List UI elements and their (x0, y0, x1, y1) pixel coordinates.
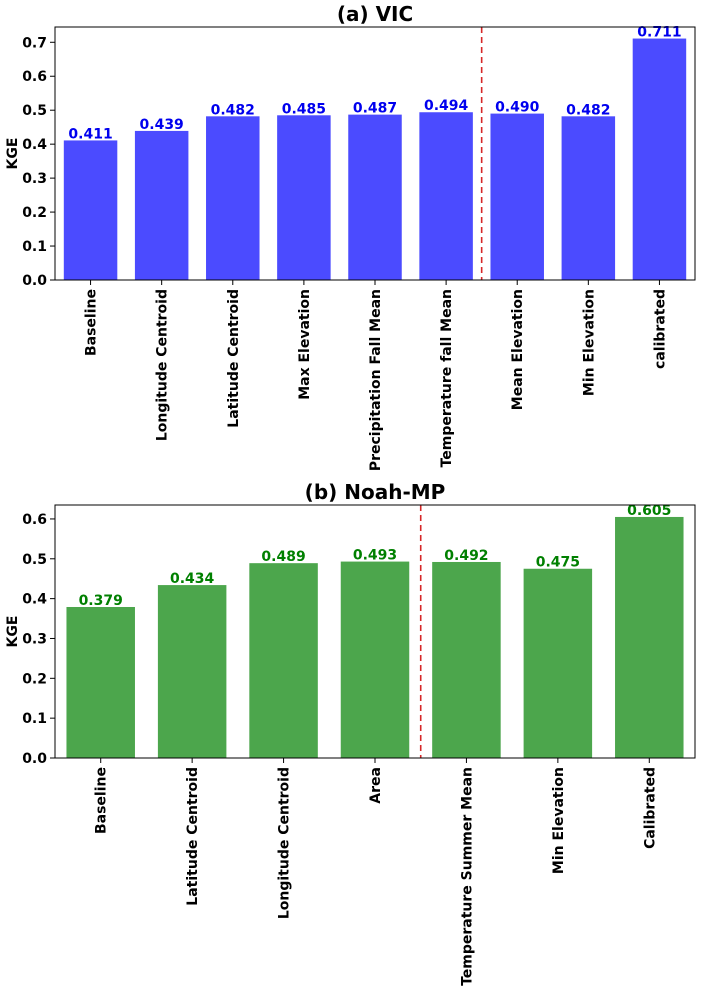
x-tick-label: Temperature fall Mean (439, 289, 455, 467)
x-tick-label: Longitude Centroid (277, 767, 293, 919)
chart-title: (a) VIC (337, 2, 413, 26)
y-tick-label: 0.2 (22, 205, 47, 221)
bar (615, 516, 684, 758)
plot-frame (54, 504, 696, 759)
x-tick-label: Latitude Centroid (226, 289, 242, 428)
y-tick-label: 0.5 (22, 103, 47, 119)
y-axis-label: KGE (5, 138, 21, 170)
y-tick-label: 0.2 (22, 671, 47, 687)
data-label: 0.434 (170, 571, 215, 587)
bar (523, 568, 593, 758)
bar (249, 563, 318, 758)
data-label: 0.411 (68, 126, 112, 142)
y-tick-label: 0.4 (22, 137, 47, 153)
bar (490, 113, 544, 280)
y-axis-label: KGE (5, 616, 21, 648)
data-label: 0.475 (536, 555, 580, 571)
x-tick-label: calibrated (652, 289, 668, 369)
x-tick-label: Area (368, 767, 384, 804)
chart-noah-mp: (b) Noah-MP KGE 0.0 0.1 0.2 0.3 0.4 0.5 0.6 0.379… (5, 480, 696, 986)
x-tick-label: Baseline (94, 767, 110, 834)
bar (632, 38, 687, 280)
bar (561, 116, 616, 281)
x-tick-label: Min Elevation (581, 289, 597, 396)
y-tick-label: 0.3 (22, 171, 47, 187)
data-label: 0.482 (566, 102, 610, 118)
y-tick-label: 0.7 (22, 35, 47, 51)
x-tick-label: Latitude Centroid (185, 767, 201, 906)
data-label: 0.492 (444, 548, 488, 564)
chart-vic: (a) VIC KGE 0.0 0.1 0.2 0.3 0.4 0.5 0.6 0.7 0.411 B… (5, 2, 696, 471)
data-label: 0.439 (140, 117, 184, 133)
x-tick-label: Calibrated (642, 767, 658, 849)
x-tick-label: Temperature Summer Mean (459, 767, 475, 986)
y-tick-label: 0.6 (22, 69, 47, 85)
bar (432, 561, 501, 758)
y-tick-label: 0.1 (22, 711, 47, 727)
x-tick-label: Mean Elevation (510, 289, 526, 410)
chart-title: (b) Noah-MP (305, 480, 446, 504)
x-tick-label: Precipitation Fall Mean (368, 289, 384, 471)
y-tick-label: 0.0 (22, 273, 47, 289)
y-tick-label: 0.0 (22, 751, 47, 767)
bar (66, 606, 135, 758)
bar (63, 140, 118, 280)
bar (206, 116, 260, 281)
y-tick-label: 0.3 (22, 631, 47, 647)
y-tick-label: 0.5 (22, 552, 47, 568)
bar (157, 585, 227, 758)
bar (277, 115, 331, 280)
y-tick-label: 0.4 (22, 592, 47, 608)
data-label: 0.489 (261, 549, 305, 565)
data-label: 0.482 (211, 102, 255, 118)
bar (419, 112, 473, 281)
data-label: 0.605 (627, 503, 671, 519)
data-label: 0.493 (353, 548, 397, 564)
data-label: 0.485 (282, 101, 326, 117)
data-label: 0.490 (495, 100, 540, 116)
bar (134, 130, 189, 280)
bar (348, 114, 402, 280)
x-tick-label: Baseline (84, 289, 100, 356)
data-label: 0.494 (424, 98, 469, 114)
x-tick-label: Longitude Centroid (155, 289, 171, 441)
plot-frame (54, 26, 696, 281)
data-label: 0.379 (79, 593, 123, 609)
y-tick-label: 0.6 (22, 512, 47, 528)
data-label: 0.711 (637, 25, 681, 41)
y-tick-label: 0.1 (22, 239, 47, 255)
bar (340, 561, 410, 758)
data-label: 0.487 (353, 101, 397, 117)
x-tick-label: Min Elevation (551, 767, 567, 874)
x-tick-label: Max Elevation (297, 289, 313, 400)
